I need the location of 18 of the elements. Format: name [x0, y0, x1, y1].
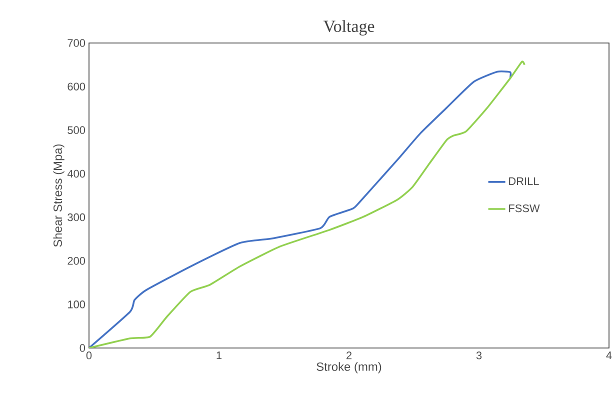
- legend-label: DRILL: [509, 177, 539, 185]
- y-tick-label: 100: [68, 300, 86, 308]
- y-tick-label: 300: [68, 213, 86, 222]
- x-tick-label: 3: [476, 352, 482, 360]
- chart-title: Voltage: [323, 20, 374, 36]
- y-tick-label: 700: [68, 39, 86, 47]
- x-tick-label: 4: [606, 352, 612, 360]
- x-tick-label: 2: [346, 352, 352, 360]
- x-tick-label: 0: [86, 352, 92, 360]
- y-tick-label: 400: [67, 170, 86, 178]
- y-tick-label: 500: [68, 126, 86, 134]
- y-axis-title: Shear Stress (Mpa): [53, 144, 64, 247]
- x-axis-title: Stroke (mm): [316, 362, 382, 374]
- legend-label: FSSW: [509, 204, 540, 212]
- x-tick-label: 1: [216, 352, 222, 360]
- y-tick-label: 0: [80, 344, 86, 352]
- y-tick-label: 600: [68, 82, 86, 90]
- y-tick-label: 200: [68, 256, 86, 265]
